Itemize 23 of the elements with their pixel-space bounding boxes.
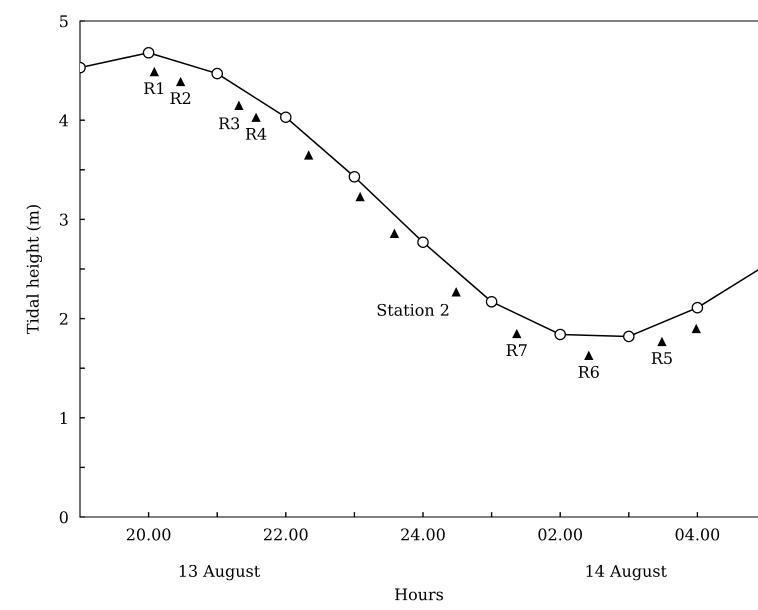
annotation: R3	[218, 117, 240, 130]
x-tick-label: 24.00	[401, 528, 445, 540]
annotation: R2	[170, 92, 190, 104]
x-tick-label: 20.00	[126, 528, 170, 540]
y-tick-label: 4	[59, 114, 68, 126]
x-tick-label: 02.00	[538, 528, 582, 540]
text: 14 August	[586, 564, 667, 580]
text: 13 August	[180, 564, 260, 580]
annotation: Station 2	[378, 304, 448, 316]
annotation: R5	[652, 352, 672, 364]
y-tick-label: 5	[60, 15, 68, 28]
annotation: R1	[144, 82, 164, 94]
annotation: R4	[246, 128, 266, 140]
y-tick-label: 1	[60, 412, 67, 424]
x-tick-label: 04.00	[676, 528, 720, 540]
x-axis-title: Hours	[395, 588, 444, 600]
annotation: R7	[506, 344, 527, 356]
annotation: R6	[578, 366, 599, 378]
y-axis-title: Tidal height (m)	[26, 205, 42, 334]
x-tick-label: 22.00	[264, 528, 308, 540]
y-tick-label: 0	[60, 511, 68, 524]
y-tick-label: 2	[60, 312, 68, 325]
y-tick-label: 3	[60, 214, 68, 226]
